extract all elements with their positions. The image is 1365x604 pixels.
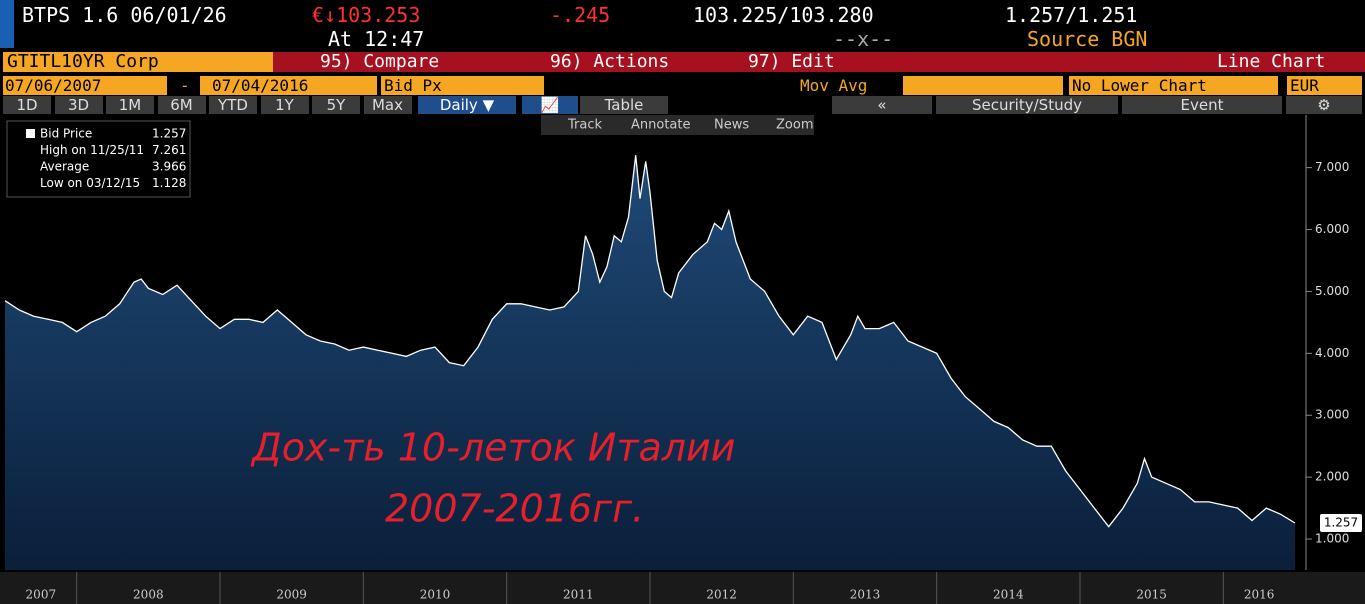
lower-chart[interactable]: No Lower Chart bbox=[1069, 76, 1278, 95]
period-button[interactable]: YTD bbox=[209, 96, 257, 114]
menu-bar bbox=[273, 52, 1365, 72]
event[interactable]: Event bbox=[1122, 96, 1282, 114]
price: €↓103.253 bbox=[312, 3, 421, 27]
last-value-tag bbox=[1320, 513, 1362, 532]
x-tick-label: 2016 bbox=[1244, 588, 1275, 602]
period-button[interactable]: 3D bbox=[54, 96, 103, 114]
settings[interactable]: ⚙ bbox=[1286, 96, 1362, 114]
annotation: 2007-2016гг. bbox=[385, 487, 644, 531]
y-tick-label: 4.000 bbox=[1315, 346, 1349, 360]
chart: Track Annotate News Zoom 2007 2008 2009 2010 201… bbox=[0, 115, 1365, 604]
y-tick-label: 5.000 bbox=[1315, 284, 1349, 298]
x-tick-label: 2007 bbox=[26, 588, 57, 602]
time: At 12:47 bbox=[328, 27, 425, 51]
y-tick-label: 2.000 bbox=[1315, 470, 1349, 484]
legend-value: 1.128 bbox=[152, 176, 186, 190]
source: Source BGN bbox=[1027, 27, 1148, 51]
security-study[interactable]: Security/Study bbox=[936, 96, 1118, 114]
area bbox=[5, 155, 1295, 570]
sign: - bbox=[550, 3, 563, 27]
actions[interactable]: 96) Actions bbox=[550, 51, 670, 72]
study-field[interactable] bbox=[903, 76, 1063, 95]
period-button[interactable]: Max bbox=[363, 96, 412, 114]
value: .245 bbox=[562, 3, 611, 27]
annotation: Дох-ть 10-леток Италии bbox=[250, 426, 735, 470]
field[interactable]: Bid Px bbox=[381, 76, 544, 95]
y-tick-label: 6.000 bbox=[1315, 222, 1349, 236]
chart-tool: Track bbox=[567, 118, 602, 133]
last-value: 1.257 bbox=[1324, 515, 1358, 529]
marker bbox=[0, 0, 14, 48]
collapse[interactable]: « bbox=[832, 96, 932, 114]
chart-kind[interactable]: Line Chart bbox=[1217, 51, 1326, 72]
legend-value: 1.257 bbox=[152, 127, 186, 141]
chart-tool: Annotate bbox=[631, 118, 690, 133]
tools-bar bbox=[541, 115, 814, 135]
period-button[interactable]: 5Y bbox=[312, 96, 360, 114]
start-date[interactable]: 07/06/2007 bbox=[3, 76, 167, 95]
x-tick-label: 2010 bbox=[420, 588, 451, 602]
legend-value: 7.261 bbox=[152, 143, 186, 157]
study[interactable]: Mov Avg bbox=[800, 76, 868, 95]
x-tick-label: 2014 bbox=[993, 588, 1024, 602]
x-tick-label: 2015 bbox=[1136, 588, 1167, 602]
legend-swatch bbox=[26, 129, 35, 138]
x-tick-label: 2009 bbox=[276, 588, 307, 602]
legend-label: Low on 03/12/15 bbox=[40, 176, 140, 190]
legend-label: Bid Price bbox=[40, 127, 92, 141]
chart-tool: Zoom bbox=[776, 118, 813, 133]
bid-ask: 103.225/103.280 bbox=[693, 3, 874, 27]
period-button[interactable]: 1M bbox=[106, 96, 154, 114]
frequency[interactable]: Daily ▼ bbox=[418, 96, 516, 114]
legend-box bbox=[6, 120, 191, 198]
y-tick-label: 3.000 bbox=[1315, 408, 1349, 422]
x-tick-label: 2012 bbox=[706, 588, 737, 602]
y-tick-label: 1.000 bbox=[1315, 532, 1349, 546]
line-icon[interactable]: 📈 bbox=[522, 96, 578, 114]
currency[interactable]: EUR bbox=[1287, 76, 1362, 95]
x-axis-band bbox=[0, 572, 1365, 604]
change: -.245 bbox=[550, 3, 610, 27]
compare[interactable]: 95) Compare bbox=[320, 51, 440, 72]
legend-label: High on 11/25/11 bbox=[40, 143, 144, 157]
edit[interactable]: 97) Edit bbox=[748, 51, 835, 72]
yield-pair: 1.257/1.251 bbox=[1005, 3, 1138, 27]
chart-tool: News bbox=[714, 118, 749, 133]
ticker: BTPS 1.6 06/01/26 bbox=[22, 3, 227, 27]
x-tick-label: 2011 bbox=[563, 588, 594, 602]
x-tick-label: 2008 bbox=[133, 588, 164, 602]
dash: - bbox=[180, 76, 190, 95]
legend-label: Average bbox=[40, 160, 89, 174]
spread: --x-- bbox=[833, 27, 894, 51]
security-field[interactable]: GTITL10YR Corp bbox=[3, 52, 273, 72]
x-tick-label: 2013 bbox=[850, 588, 881, 602]
end-date[interactable]: 07/04/2016 bbox=[200, 76, 377, 95]
table[interactable]: Table bbox=[580, 96, 668, 114]
period-button[interactable]: 6M bbox=[157, 96, 206, 114]
period-button[interactable]: 1D bbox=[3, 96, 51, 114]
legend-value: 3.966 bbox=[152, 160, 186, 174]
y-tick-label: 7.000 bbox=[1315, 160, 1349, 174]
period-button[interactable]: 1Y bbox=[260, 96, 309, 114]
line bbox=[4, 155, 1296, 528]
